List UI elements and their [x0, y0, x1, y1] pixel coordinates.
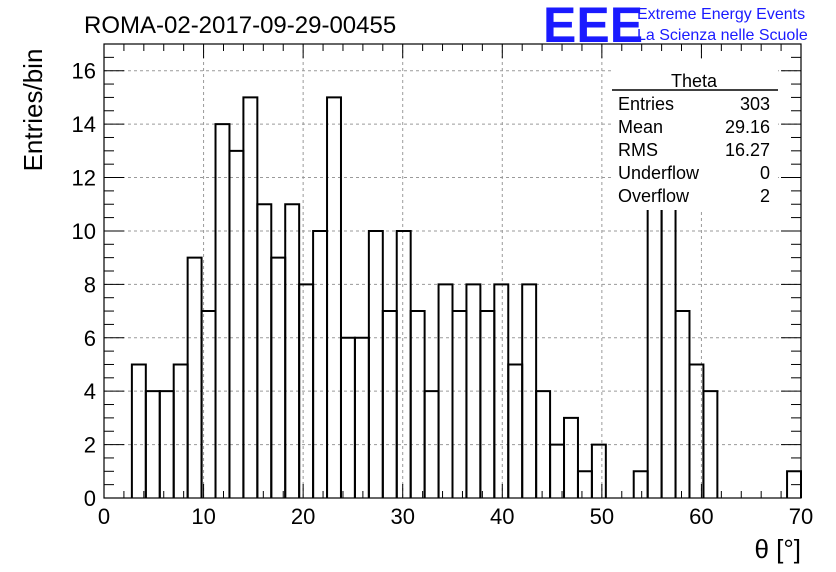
histogram-bin — [451, 310, 468, 498]
y-tick-labels: 0 2 4 6 8 10 12 14 16 — [72, 59, 96, 511]
stats-label: Mean — [618, 117, 663, 137]
axis-ticks — [103, 44, 802, 499]
x-tick-labels: 0 10 20 30 40 50 60 70 — [98, 504, 813, 529]
y-tick-label: 2 — [84, 433, 96, 458]
histogram-bin — [674, 310, 691, 498]
stats-value: 16.27 — [725, 140, 770, 160]
y-tick-label: 12 — [72, 166, 96, 191]
stats-label: Underflow — [618, 163, 700, 183]
histogram-bin — [395, 229, 412, 498]
stats-value: 29.16 — [725, 117, 770, 137]
stats-title: Theta — [671, 71, 718, 91]
logo-line-1: Extreme Energy Events — [637, 6, 805, 23]
histogram-bin — [312, 229, 329, 498]
y-tick-label: 16 — [72, 59, 96, 84]
y-axis-title: Entries/bin — [18, 49, 48, 172]
y-tick-label: 10 — [72, 219, 96, 244]
histogram-bin — [381, 310, 398, 498]
x-tick-label: 10 — [191, 504, 215, 529]
histogram-bin — [409, 310, 426, 498]
histogram-bin — [228, 149, 245, 498]
histogram-bin — [576, 470, 593, 498]
histogram-bin — [326, 96, 342, 498]
x-tick-label: 50 — [590, 504, 614, 529]
histogram-bin — [590, 443, 607, 498]
y-tick-label: 8 — [84, 272, 96, 297]
stats-label: RMS — [618, 140, 658, 160]
logo-letters: EEE — [543, 0, 643, 53]
histogram-bin — [507, 363, 524, 498]
y-tick-label: 14 — [72, 112, 96, 137]
x-tick-label: 20 — [291, 504, 315, 529]
stats-background — [612, 62, 778, 210]
histogram-bin — [172, 363, 189, 498]
stats-label: Overflow — [618, 186, 690, 206]
histogram-bin — [284, 203, 301, 498]
y-tick-label: 4 — [84, 379, 96, 404]
stats-rows: Entries 303 Mean 29.16 RMS 16.27 Underflow 0 Ove… — [618, 94, 770, 206]
histogram-bins — [130, 69, 802, 498]
stats-box: Theta Entries 303 Mean 29.16 RMS 16.27 Underfl… — [612, 62, 778, 210]
histogram-bin — [242, 96, 259, 498]
y-tick-label: 6 — [84, 326, 96, 351]
logo-line-2: La Scienza nelle Scuole — [637, 27, 808, 44]
stats-value: 2 — [760, 186, 770, 206]
x-tick-label: 60 — [689, 504, 713, 529]
histogram-bin — [130, 363, 147, 498]
x-tick-label: 40 — [490, 504, 514, 529]
stats-value: 303 — [740, 94, 770, 114]
histogram-bin — [298, 283, 315, 498]
x-tick-label: 30 — [390, 504, 414, 529]
x-tick-label: 0 — [98, 504, 110, 529]
histogram-bin — [479, 310, 496, 498]
stats-value: 0 — [760, 163, 770, 183]
run-title: ROMA-02-2017-09-29-00455 — [84, 12, 396, 39]
histogram-bin — [563, 416, 579, 498]
x-tick-label: 70 — [789, 504, 813, 529]
histogram-bin — [214, 123, 231, 498]
y-tick-label: 0 — [84, 486, 96, 511]
histogram-bin — [632, 470, 649, 498]
histogram-bin — [186, 256, 203, 498]
histogram-bin — [549, 443, 566, 498]
histogram-bin — [367, 229, 384, 498]
histogram-bin — [339, 336, 356, 498]
eee-logo: EEE Extreme Energy Events La Scienza nel… — [543, 0, 808, 53]
histogram-bin — [270, 256, 287, 498]
x-axis-title: θ [°] — [754, 534, 801, 564]
histogram-bin — [702, 390, 719, 498]
histogram-bin — [353, 336, 370, 498]
stats-label: Entries — [618, 94, 674, 114]
histogram-bin — [256, 203, 273, 498]
